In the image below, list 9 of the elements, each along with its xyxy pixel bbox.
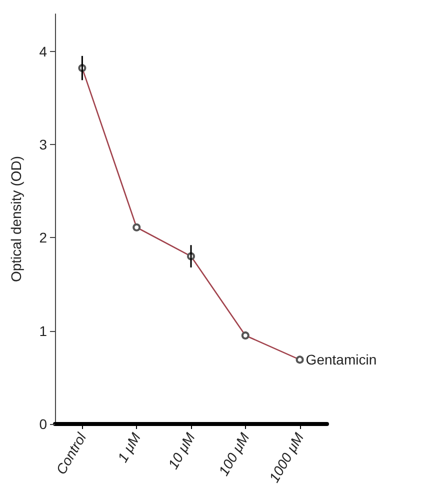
y-tick-label: 1 [39, 322, 48, 339]
y-tick-label: 0 [39, 416, 48, 432]
y-tick-label: 4 [39, 43, 48, 60]
y-tick-label: 2 [39, 230, 48, 246]
y-tick-label: 3 [39, 136, 48, 152]
y-axis-title: Optical density (OD) [8, 156, 24, 282]
x-tick-label: 1 μM [114, 430, 144, 465]
x-tick-label: 10 μM [164, 430, 198, 472]
series-label: Gentamicin [306, 352, 377, 368]
